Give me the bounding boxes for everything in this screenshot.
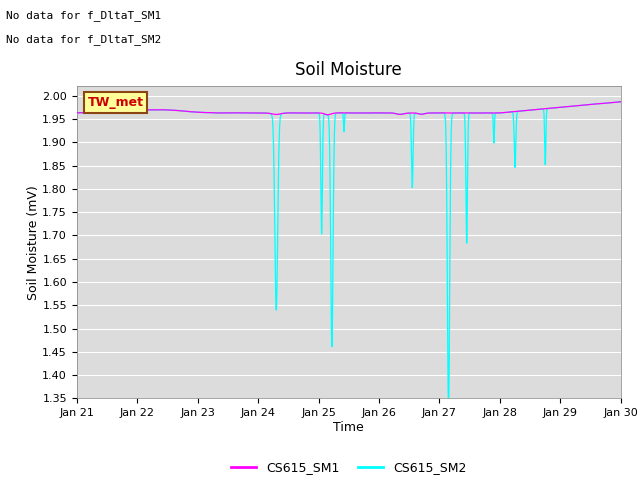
Text: No data for f_DltaT_SM1: No data for f_DltaT_SM1	[6, 10, 162, 21]
Title: Soil Moisture: Soil Moisture	[296, 61, 402, 79]
X-axis label: Time: Time	[333, 421, 364, 434]
Legend: CS615_SM1, CS615_SM2: CS615_SM1, CS615_SM2	[226, 456, 472, 480]
Y-axis label: Soil Moisture (mV): Soil Moisture (mV)	[26, 185, 40, 300]
Text: TW_met: TW_met	[88, 96, 144, 109]
Text: No data for f_DltaT_SM2: No data for f_DltaT_SM2	[6, 34, 162, 45]
